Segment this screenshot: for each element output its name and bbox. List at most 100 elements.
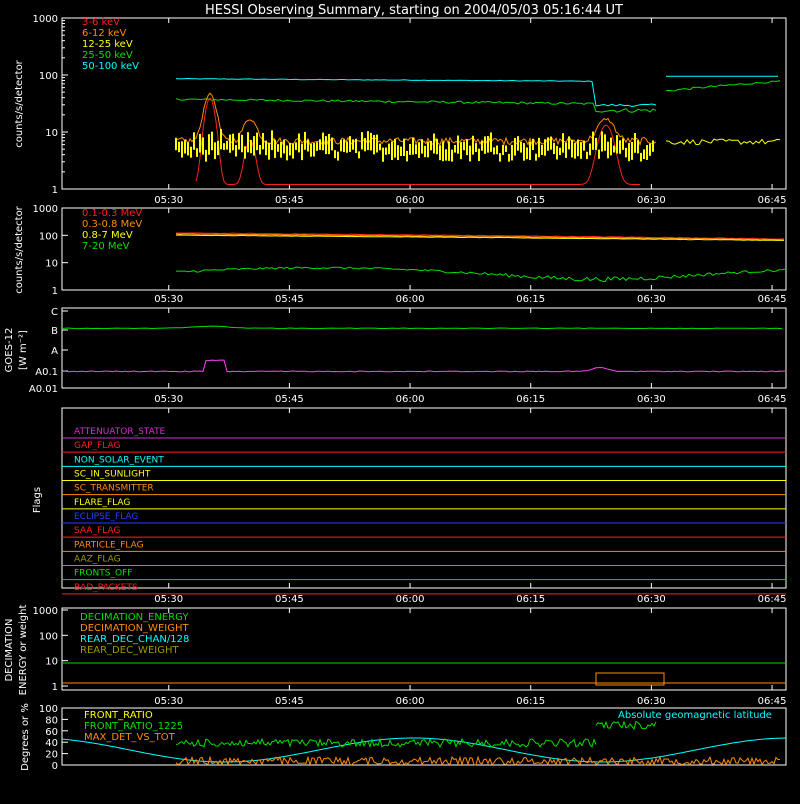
series-50-100kev bbox=[175, 77, 657, 108]
ratios-legend-entry: FRONT_RATIO_1225 bbox=[84, 721, 183, 732]
countrate-ytick-label: 1000 bbox=[33, 14, 58, 25]
ratios-ytick-label: 0 bbox=[52, 761, 58, 772]
x-tick-label: 06:30 bbox=[637, 394, 666, 405]
decimation-frame bbox=[61, 607, 787, 691]
geomagnetic-latitude-trace bbox=[61, 737, 787, 763]
goes-ytick-label: A0.01 bbox=[29, 384, 58, 395]
x-tick-label: 05:45 bbox=[275, 195, 304, 206]
series-7-20mev bbox=[175, 266, 786, 283]
series-0.3-0.8mev bbox=[175, 233, 785, 241]
flag-label: AAZ_FLAG bbox=[74, 555, 121, 565]
goes-ytick-label: A0.1 bbox=[35, 367, 58, 378]
ratios-legend-entry: MAX_DET_VS_TOT bbox=[84, 732, 176, 743]
high-energy-ytick-label: 10 bbox=[45, 259, 58, 270]
decimation-ylabel: DECIMATION bbox=[4, 618, 15, 681]
ratios-frame bbox=[61, 707, 787, 766]
goes-ylabel: GOES-12 bbox=[4, 328, 15, 373]
flag-label: ECLIPSE_FLAG bbox=[74, 512, 138, 522]
x-tick-label: 05:45 bbox=[275, 294, 304, 305]
x-tick-label: 05:45 bbox=[275, 696, 304, 707]
high-energy-ytick-label: 100 bbox=[39, 231, 58, 242]
x-tick-label: 06:30 bbox=[637, 594, 666, 605]
ratios-ylabel: Degrees or % bbox=[20, 703, 31, 771]
flag-label: SC_IN_SUNLIGHT bbox=[74, 470, 151, 480]
chart-title: HESSI Observing Summary, starting on 200… bbox=[205, 3, 623, 18]
flag-label: SC_TRANSMITTER bbox=[74, 484, 154, 494]
decimation-legend-entry: DECIMATION_WEIGHT bbox=[80, 623, 189, 634]
flag-label: ATTENUATOR_STATE bbox=[74, 427, 166, 437]
ratios-ytick-label: 40 bbox=[45, 738, 58, 749]
ratios-ytick-label: 20 bbox=[45, 750, 58, 761]
decimation-ytick-label: 1 bbox=[52, 682, 58, 693]
ratios-legend-entry: FRONT_RATIO bbox=[84, 710, 153, 721]
high-energy-frame bbox=[61, 207, 787, 291]
goes-ytick-label: B bbox=[51, 326, 58, 337]
goes-ytick-label: A bbox=[51, 346, 58, 357]
decimation-legend-entry: DECIMATION_ENERGY bbox=[80, 612, 189, 623]
x-tick-label: 05:45 bbox=[275, 394, 304, 405]
x-tick-label: 06:15 bbox=[516, 195, 545, 206]
decimation-ylabel-2: ENERGY or weight bbox=[18, 605, 29, 696]
x-tick-label: 06:30 bbox=[637, 294, 666, 305]
x-tick-label: 06:00 bbox=[396, 195, 425, 206]
x-tick-label: 05:30 bbox=[154, 294, 183, 305]
countrate-legend-entry: 12-25 keV bbox=[82, 39, 133, 50]
series-0.8-7mev bbox=[175, 234, 784, 241]
countrate-legend-entry: 6-12 keV bbox=[82, 28, 126, 39]
high-energy-legend-entry: 0.3-0.8 MeV bbox=[82, 219, 142, 230]
flag-label: FRONTS_OFF bbox=[74, 569, 132, 579]
x-tick-label: 06:00 bbox=[396, 594, 425, 605]
flag-label: FLARE_FLAG bbox=[74, 498, 130, 508]
max-det-vs-tot-trace bbox=[175, 755, 781, 767]
x-tick-label: 06:00 bbox=[396, 294, 425, 305]
x-tick-label: 05:45 bbox=[275, 594, 304, 605]
countrate-frame bbox=[61, 17, 787, 190]
x-tick-label: 05:30 bbox=[154, 195, 183, 206]
flag-label: BAD_PACKETS bbox=[74, 583, 138, 593]
x-tick-label: 06:45 bbox=[758, 195, 787, 206]
high-energy-ylabel: counts/s/detector bbox=[14, 205, 25, 293]
countrate-legend-entry: 50-100 keV bbox=[82, 61, 139, 72]
front-ratio-1225-trace bbox=[175, 737, 597, 749]
ratios-ytick-label: 60 bbox=[45, 727, 58, 738]
goes-units-label: [W m⁻²] bbox=[18, 330, 29, 370]
countrate-ylabel: counts/s/detector bbox=[14, 59, 25, 147]
flag-label: PARTICLE_FLAG bbox=[74, 540, 144, 550]
series-25-50kev bbox=[665, 80, 781, 92]
x-tick-label: 05:30 bbox=[154, 696, 183, 707]
series-12-25kev bbox=[665, 138, 781, 146]
x-tick-label: 06:15 bbox=[516, 294, 545, 305]
flag-label: NON_SOLAR_EVENT bbox=[74, 455, 164, 465]
countrate-ytick-label: 10 bbox=[45, 128, 58, 139]
decimation-ytick-label: 10 bbox=[45, 657, 58, 668]
high-energy-legend-entry: 0.8-7 MeV bbox=[82, 230, 133, 241]
countrate-legend-entry: 3-6 keV bbox=[82, 17, 120, 28]
countrate-ytick-label: 100 bbox=[39, 71, 58, 82]
x-tick-label: 06:30 bbox=[637, 195, 666, 206]
decimation-ytick-label: 100 bbox=[39, 631, 58, 642]
decimation-legend-entry: REAR_DEC_CHAN/128 bbox=[80, 634, 189, 645]
x-tick-label: 06:00 bbox=[396, 696, 425, 707]
flags-frame bbox=[61, 407, 787, 589]
decimation-weight-box bbox=[595, 672, 665, 686]
front-ratio-1225-trace bbox=[595, 720, 657, 731]
goes-long-channel bbox=[61, 325, 783, 330]
x-tick-label: 05:30 bbox=[154, 594, 183, 605]
x-tick-label: 06:15 bbox=[516, 594, 545, 605]
goes-frame bbox=[61, 307, 787, 389]
x-tick-label: 06:45 bbox=[758, 696, 787, 707]
x-tick-label: 06:00 bbox=[396, 394, 425, 405]
ratios-ytick-label: 100 bbox=[39, 704, 58, 715]
flag-label: SAA_FLAG bbox=[74, 526, 120, 536]
series-25-50kev bbox=[175, 98, 657, 113]
x-tick-label: 06:15 bbox=[516, 394, 545, 405]
x-tick-label: 06:30 bbox=[637, 696, 666, 707]
countrate-ytick-label: 1 bbox=[52, 185, 58, 196]
geomagnetic-latitude-annotation: Absolute geomagnetic latitude bbox=[618, 710, 772, 721]
x-tick-label: 05:30 bbox=[154, 394, 183, 405]
countrate-legend-entry: 25-50 keV bbox=[82, 50, 133, 61]
goes-ytick-label: C bbox=[51, 307, 58, 318]
high-energy-legend-entry: 0.1-0.3 MeV bbox=[82, 208, 142, 219]
